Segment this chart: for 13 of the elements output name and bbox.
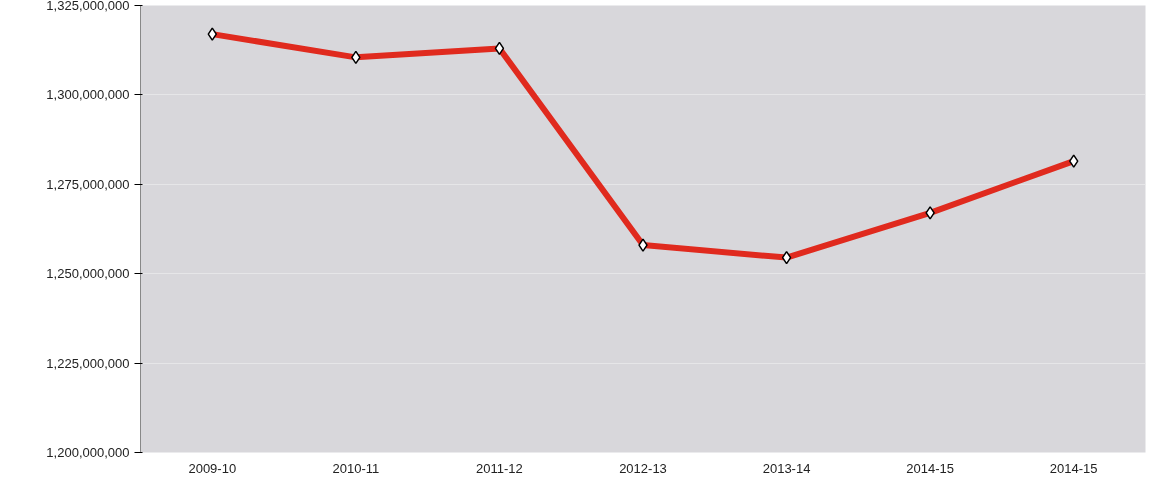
y-tick-label: 1,225,000,000 xyxy=(46,355,130,371)
y-tick-label: 1,325,000,000 xyxy=(46,0,130,13)
x-tick-label: 2011-12 xyxy=(476,460,523,476)
y-tick-label: 1,275,000,000 xyxy=(46,176,130,192)
x-tick-label: 2014-15 xyxy=(906,460,955,476)
x-tick-label: 2010-11 xyxy=(332,460,380,476)
x-tick-label: 2012-13 xyxy=(619,460,667,476)
y-tick-label: 1,200,000,000 xyxy=(46,445,130,460)
x-tick-label: 2014-15 xyxy=(1049,460,1098,476)
y-tick-label: 1,250,000,000 xyxy=(46,266,130,282)
y-tick-label: 1,300,000,000 xyxy=(46,87,130,103)
x-tick-label: 2009-10 xyxy=(188,460,237,476)
x-tick-label: 2013-14 xyxy=(762,460,811,476)
